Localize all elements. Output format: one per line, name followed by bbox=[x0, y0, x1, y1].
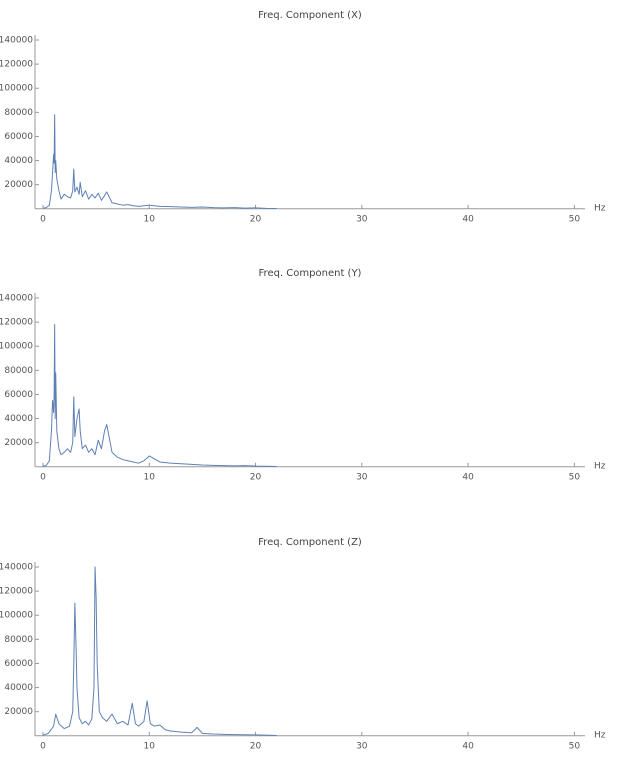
y-tick-label: 120000 bbox=[0, 318, 33, 328]
y-tick-label: 40000 bbox=[4, 156, 33, 166]
y-tick-label: 120000 bbox=[0, 60, 33, 70]
y-tick-label: 140000 bbox=[0, 563, 33, 573]
x-tick-label: 0 bbox=[40, 472, 46, 482]
x-tick-label: 10 bbox=[144, 214, 156, 224]
x-tick-label: 50 bbox=[569, 214, 581, 224]
y-tick-label: 80000 bbox=[4, 108, 33, 118]
y-tick-label: 80000 bbox=[4, 635, 33, 645]
x-tick-label: 40 bbox=[462, 472, 474, 482]
y-tick-label: 100000 bbox=[0, 342, 33, 352]
y-tick-label: 40000 bbox=[4, 414, 33, 424]
x-tick-label: 10 bbox=[144, 472, 156, 482]
x-tick-label: 20 bbox=[250, 741, 262, 751]
x-tick-label: 20 bbox=[250, 472, 262, 482]
x-tick-label: 30 bbox=[356, 472, 368, 482]
y-tick-label: 100000 bbox=[0, 84, 33, 94]
x-tick-label: 0 bbox=[40, 214, 46, 224]
y-tick-label: 140000 bbox=[0, 294, 33, 304]
y-tick-label: 20000 bbox=[4, 707, 33, 717]
x-axis-label: Hz bbox=[594, 203, 606, 213]
chart-title: Freq. Component (Y) bbox=[259, 268, 362, 279]
y-tick-label: 100000 bbox=[0, 611, 33, 621]
y-tick-label: 60000 bbox=[4, 659, 33, 669]
x-tick-label: 30 bbox=[356, 741, 368, 751]
x-tick-label: 50 bbox=[569, 472, 581, 482]
chart-title: Freq. Component (X) bbox=[258, 10, 362, 21]
y-tick-label: 140000 bbox=[0, 36, 33, 46]
x-tick-label: 50 bbox=[569, 741, 581, 751]
y-tick-label: 60000 bbox=[4, 132, 33, 142]
x-tick-label: 10 bbox=[144, 741, 156, 751]
x-tick-label: 40 bbox=[462, 741, 474, 751]
y-tick-label: 20000 bbox=[4, 180, 33, 190]
spectrum-line bbox=[42, 566, 277, 736]
x-axis-label: Hz bbox=[594, 461, 606, 471]
chart-title: Freq. Component (Z) bbox=[258, 537, 362, 548]
x-axis-label: Hz bbox=[594, 730, 606, 740]
spectrum-line bbox=[42, 114, 277, 210]
x-tick-label: 0 bbox=[40, 741, 46, 751]
spectrum-line bbox=[42, 324, 277, 467]
y-tick-label: 60000 bbox=[4, 390, 33, 400]
y-tick-label: 20000 bbox=[4, 438, 33, 448]
y-tick-label: 80000 bbox=[4, 366, 33, 376]
x-tick-label: 20 bbox=[250, 214, 262, 224]
x-tick-label: 30 bbox=[356, 214, 368, 224]
x-tick-label: 40 bbox=[462, 214, 474, 224]
y-tick-label: 40000 bbox=[4, 683, 33, 693]
y-tick-label: 120000 bbox=[0, 587, 33, 597]
